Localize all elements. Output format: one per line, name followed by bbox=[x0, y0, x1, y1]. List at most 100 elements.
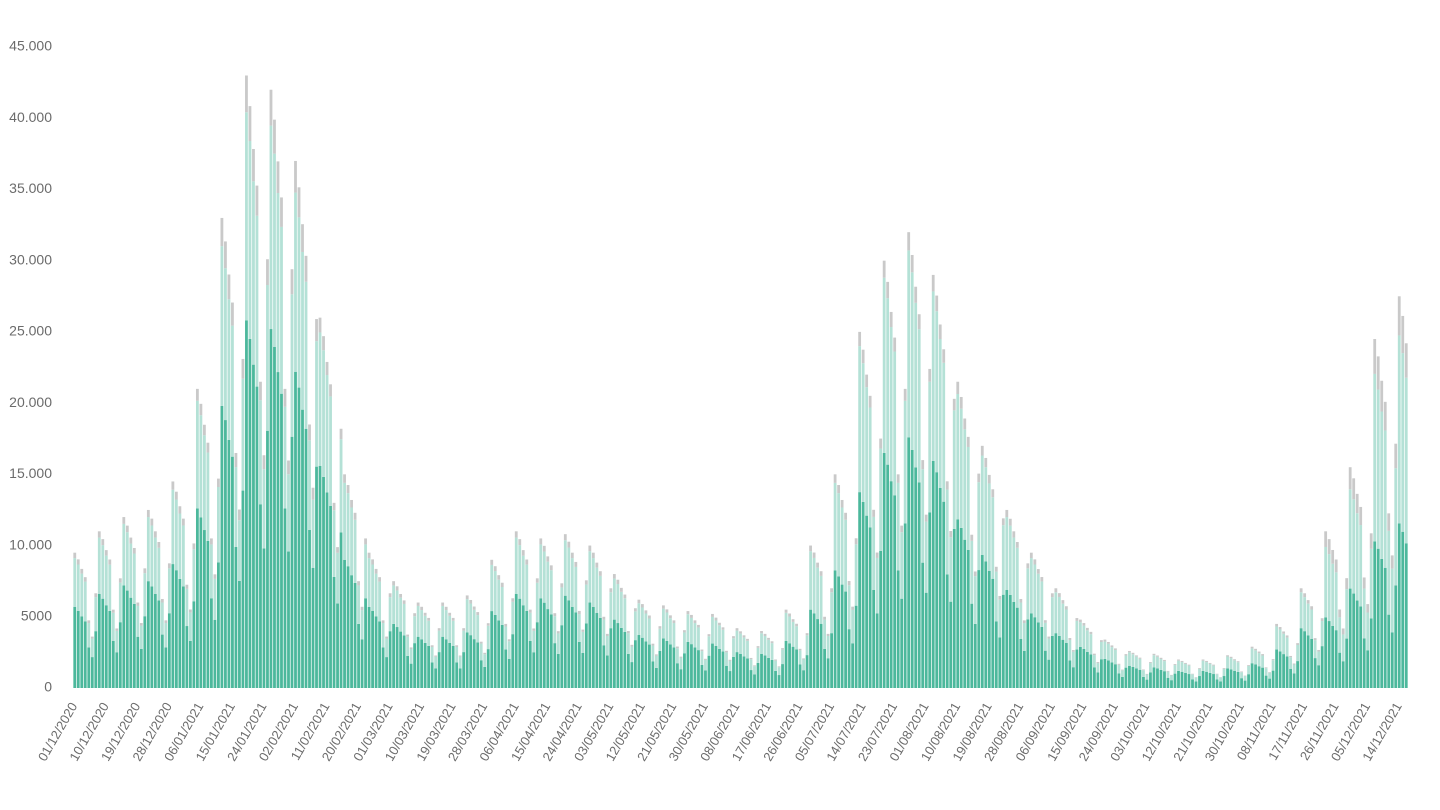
bar-segment bbox=[1054, 588, 1058, 593]
bar-segment bbox=[732, 636, 735, 639]
bar-segment bbox=[479, 641, 483, 644]
bar-segment bbox=[1128, 652, 1131, 666]
bar-segment bbox=[76, 559, 80, 565]
bar-segment bbox=[472, 609, 476, 640]
bar-segment bbox=[591, 558, 595, 607]
bar-segment bbox=[844, 591, 848, 688]
bar-segment bbox=[259, 381, 262, 401]
bar-segment bbox=[647, 618, 651, 645]
bar-segment bbox=[1324, 617, 1328, 688]
bar-segment bbox=[227, 299, 231, 440]
bar-segment bbox=[1107, 643, 1110, 661]
bar-segment bbox=[1261, 654, 1264, 656]
bar-segment bbox=[1029, 613, 1033, 688]
bar-segment bbox=[935, 472, 939, 688]
bar-segment bbox=[416, 602, 420, 606]
bar-segment bbox=[584, 623, 588, 688]
bar-segment bbox=[231, 302, 234, 326]
bar-segment bbox=[903, 388, 907, 401]
bar-segment bbox=[259, 504, 262, 688]
bar-segment bbox=[1320, 618, 1324, 622]
bar-segment bbox=[245, 112, 248, 321]
bar-segment bbox=[129, 597, 133, 688]
bar-segment bbox=[174, 491, 178, 500]
bar-segment bbox=[462, 630, 466, 653]
bar-segment bbox=[497, 620, 501, 688]
bar-segment bbox=[1054, 633, 1058, 688]
bar-segment bbox=[711, 613, 714, 617]
bar-segment bbox=[1068, 660, 1072, 688]
bar-segment bbox=[1373, 339, 1377, 374]
bar-segment bbox=[994, 621, 998, 688]
bar-segment bbox=[1376, 548, 1380, 688]
bar-segment bbox=[87, 647, 91, 688]
bar-segment bbox=[315, 466, 318, 688]
bar-segment bbox=[854, 538, 858, 545]
bar-segment bbox=[181, 525, 185, 587]
bar-segment bbox=[1334, 572, 1338, 631]
bar-segment bbox=[1359, 525, 1363, 607]
bar-segment bbox=[812, 613, 816, 688]
bar-segment bbox=[973, 623, 977, 688]
bar-segment bbox=[819, 623, 823, 688]
bar-segment bbox=[83, 621, 87, 688]
bar-segment bbox=[872, 516, 876, 590]
bar-segment bbox=[921, 469, 925, 563]
bar-segment bbox=[444, 639, 448, 688]
bar-segment bbox=[1019, 602, 1023, 639]
bar-segment bbox=[1043, 620, 1047, 623]
bar-segment bbox=[1043, 650, 1047, 688]
bar-segment bbox=[437, 630, 441, 653]
bar-segment bbox=[889, 327, 893, 482]
bar-segment bbox=[973, 576, 977, 624]
bar-segment bbox=[966, 436, 970, 447]
bar-segment bbox=[711, 643, 714, 688]
bar-segment bbox=[1236, 661, 1240, 663]
bar-segment bbox=[332, 502, 336, 511]
bar-segment bbox=[332, 576, 336, 688]
bar-segment bbox=[178, 578, 182, 688]
bar-segment bbox=[132, 547, 136, 554]
bar-segment bbox=[1107, 641, 1110, 644]
bar-segment bbox=[963, 539, 967, 688]
bar-segment bbox=[486, 623, 490, 626]
bar-segment bbox=[76, 610, 80, 688]
bar-segment bbox=[760, 653, 763, 688]
bar-segment bbox=[115, 630, 119, 653]
bar-segment bbox=[1334, 559, 1338, 573]
bar-segment bbox=[122, 523, 126, 586]
bar-segment bbox=[707, 636, 711, 656]
bar-segment bbox=[1043, 622, 1047, 651]
y-tick-label: 20.000 bbox=[9, 394, 52, 410]
bar-segment bbox=[395, 590, 399, 628]
bar-segment bbox=[676, 648, 679, 664]
bar-segment bbox=[304, 281, 308, 429]
bar-segment bbox=[872, 509, 876, 517]
bar-segment bbox=[1362, 577, 1366, 589]
bar-segment bbox=[788, 616, 791, 644]
bar-segment bbox=[718, 625, 721, 649]
bar-segment bbox=[570, 558, 574, 607]
bar-segment bbox=[388, 593, 392, 598]
bar-segment bbox=[956, 519, 960, 688]
bar-segment bbox=[1299, 592, 1303, 629]
bar-segment bbox=[108, 610, 112, 688]
bar-segment bbox=[1306, 635, 1310, 688]
bar-segment bbox=[1078, 622, 1082, 647]
bar-segment bbox=[118, 582, 122, 623]
bar-segment bbox=[760, 633, 763, 654]
bar-segment bbox=[1387, 513, 1391, 531]
bar-segment bbox=[1317, 651, 1321, 666]
bar-segment bbox=[714, 620, 718, 646]
bar-segment bbox=[977, 570, 981, 688]
bar-segment bbox=[276, 193, 280, 373]
bar-segment bbox=[378, 621, 381, 688]
bar-segment bbox=[318, 332, 322, 466]
bar-segment bbox=[924, 521, 928, 593]
bar-segment bbox=[872, 589, 876, 688]
bar-segment bbox=[980, 445, 984, 456]
bar-segment bbox=[381, 647, 385, 688]
bar-segment bbox=[178, 513, 182, 579]
bar-segment bbox=[1275, 623, 1279, 627]
bar-segment bbox=[360, 610, 364, 640]
